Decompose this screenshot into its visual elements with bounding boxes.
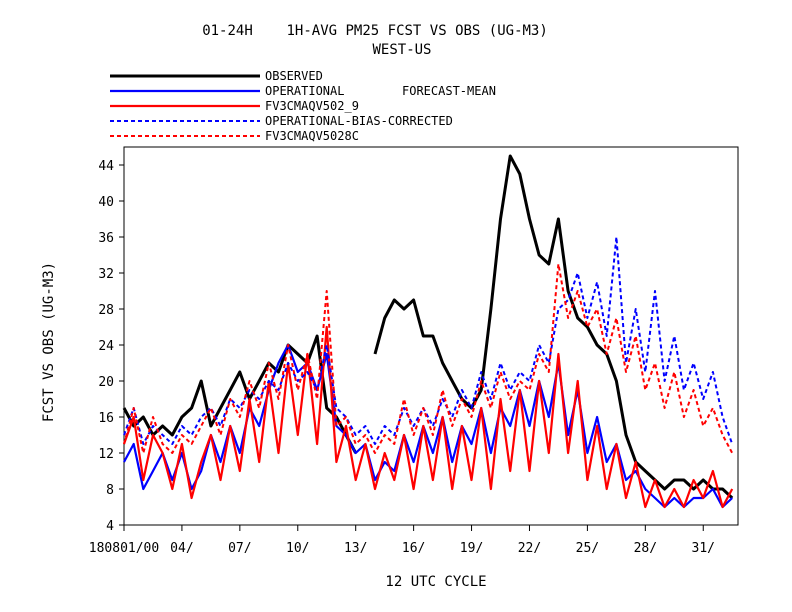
x-axis-label: 12 UTC CYCLE (385, 574, 486, 590)
y-tick-label: 20 (98, 375, 114, 390)
y-tick-label: 8 (106, 483, 114, 498)
x-tick-label: 16/ (402, 541, 425, 556)
x-tick-label: 22/ (518, 541, 541, 556)
series-line (123, 343, 733, 509)
legend-label: OPERATIONAL (265, 84, 344, 98)
series-line (373, 154, 734, 500)
y-tick-label: 44 (98, 159, 114, 174)
series-line (123, 236, 734, 445)
y-tick-label: 36 (98, 231, 114, 246)
series-line (122, 325, 734, 509)
y-tick-label: 4 (106, 519, 114, 534)
y-axis-label: FCST VS OBS (UG-M3) (41, 262, 57, 422)
x-tick-label: 13/ (344, 541, 367, 556)
y-tick-label: 16 (98, 411, 114, 426)
x-tick-label: 07/ (228, 541, 251, 556)
legend: OBSERVEDOPERATIONALFV3CMAQV502_9OPERATIO… (110, 69, 453, 143)
chart-subtitle: WEST-US (372, 42, 431, 58)
y-axis: 4 8 12 16 20 24 28 32 36 40 44 (98, 159, 124, 534)
x-tick-label: 25/ (576, 541, 599, 556)
y-tick-label: 24 (98, 339, 114, 354)
legend-label: OPERATIONAL-BIAS-CORRECTED (265, 114, 453, 128)
legend-label: FV3CMAQV502_9 (265, 99, 359, 113)
x-tick-label: 19/ (460, 541, 483, 556)
x-tick-label: 28/ (634, 541, 657, 556)
legend-label: OBSERVED (265, 69, 323, 83)
plot-frame (123, 146, 739, 526)
x-tick-label: 31/ (692, 541, 715, 556)
legend-note: FORECAST-MEAN (402, 84, 496, 98)
chart-title: 01-24H 1H-AVG PM25 FCST VS OBS (UG-M3) (202, 23, 548, 39)
legend-label: FV3CMAQV5028C (265, 129, 359, 143)
series-layer (122, 154, 734, 509)
x-tick-label: 180801/00 (89, 541, 159, 556)
series-line (122, 334, 358, 454)
series-line (123, 263, 734, 454)
y-tick-label: 32 (98, 267, 114, 282)
x-tick-label: 10/ (286, 541, 309, 556)
y-tick-label: 28 (98, 303, 114, 318)
y-tick-label: 40 (98, 195, 114, 210)
y-tick-label: 12 (98, 447, 114, 462)
x-tick-label: 04/ (170, 541, 193, 556)
x-axis: 180801/00 04/07/10/13/16/19/22/25/28/31/ (89, 525, 715, 556)
